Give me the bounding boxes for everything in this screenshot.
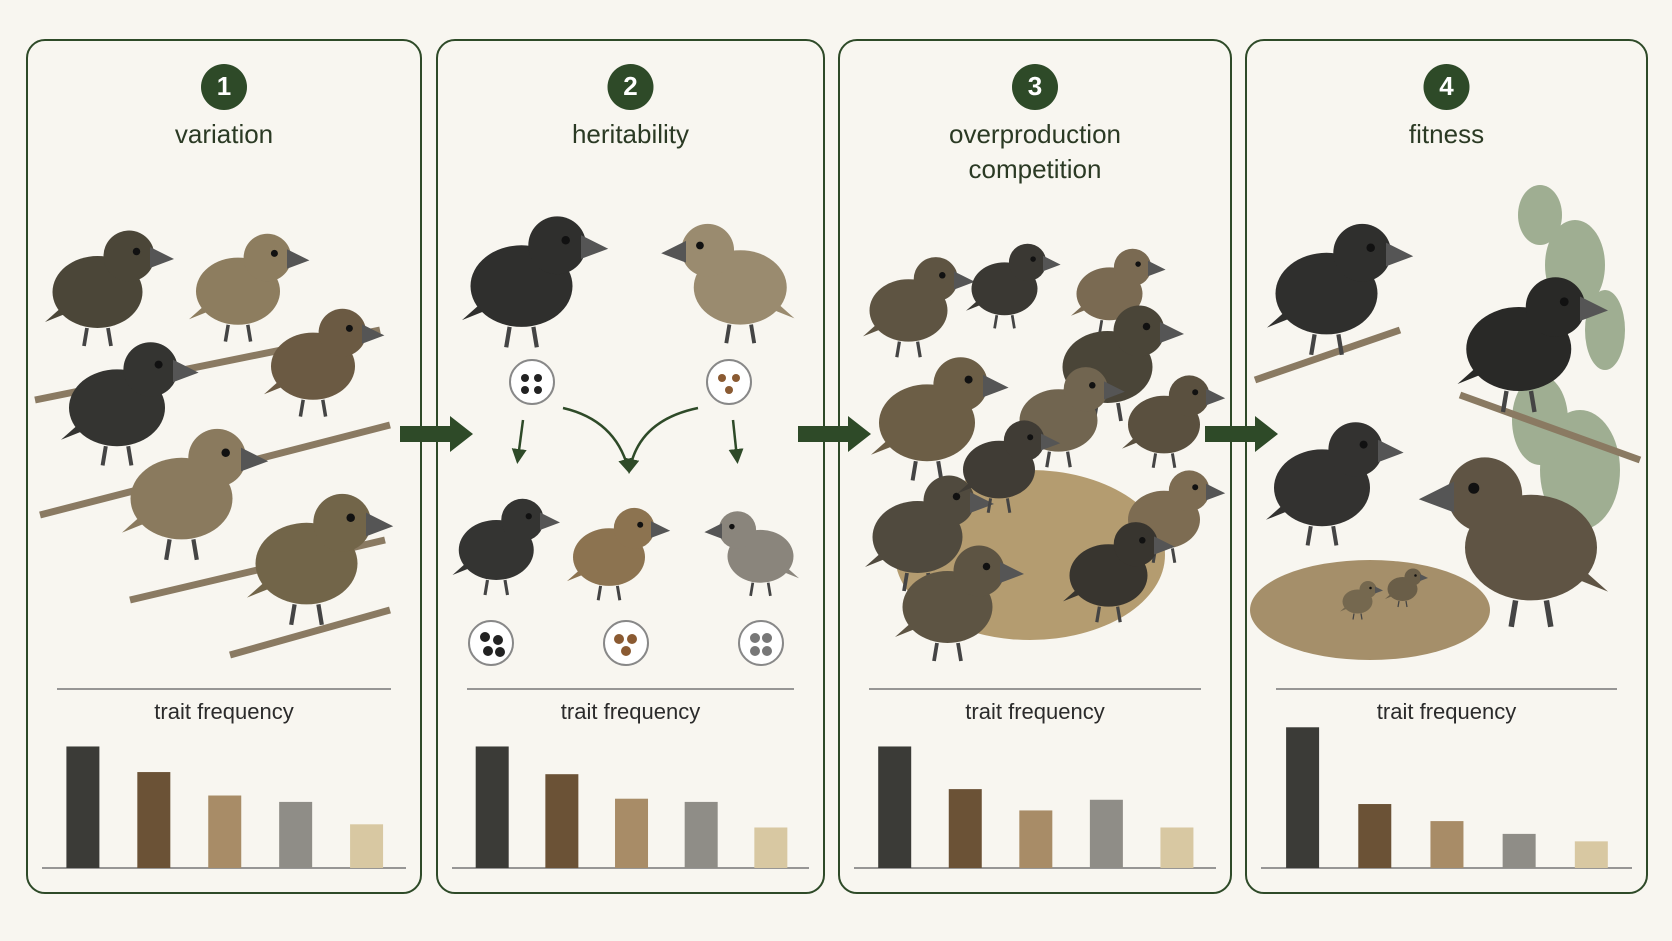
bar <box>615 798 649 868</box>
bar <box>279 801 313 868</box>
bar <box>1019 810 1053 868</box>
illustration-competition <box>861 242 1227 663</box>
bar <box>1160 827 1194 868</box>
panel <box>1245 39 1648 894</box>
step-badge <box>607 64 654 110</box>
bar <box>545 774 579 868</box>
panel-title: variation <box>175 119 273 149</box>
step-number: 2 <box>623 71 637 101</box>
bar <box>1430 821 1464 868</box>
bar <box>948 789 982 868</box>
bar <box>137 772 171 868</box>
chart-label: trait frequency <box>965 699 1104 724</box>
bar <box>684 801 718 868</box>
panel <box>838 39 1232 894</box>
illustration-heritability <box>450 216 801 666</box>
step-number: 3 <box>1028 71 1042 101</box>
chart-label: trait frequency <box>1377 699 1516 724</box>
step-number: 4 <box>1439 71 1454 101</box>
bar <box>1574 841 1608 868</box>
bar <box>475 746 509 868</box>
panel <box>436 39 825 894</box>
illustration-variation <box>34 228 393 659</box>
step-badge <box>201 64 247 110</box>
illustration-fitness <box>1250 185 1642 660</box>
step-badge <box>1423 64 1470 110</box>
step-badge <box>1012 64 1058 110</box>
panel-title: competition <box>969 154 1102 184</box>
bar <box>1358 804 1392 868</box>
bar <box>350 824 384 868</box>
chart-label: trait frequency <box>154 699 293 724</box>
bar <box>1502 833 1536 868</box>
bar <box>66 746 100 868</box>
bar <box>208 795 242 868</box>
bar <box>1286 727 1320 868</box>
panel <box>26 39 422 894</box>
chart-label: trait frequency <box>561 699 700 724</box>
step-number: 1 <box>217 71 231 101</box>
panel-title: fitness <box>1409 119 1484 149</box>
panel-title: overproduction <box>949 119 1121 149</box>
bar <box>1089 799 1123 868</box>
bar <box>878 746 912 868</box>
bar <box>754 827 788 868</box>
panel-title: heritability <box>572 119 689 149</box>
